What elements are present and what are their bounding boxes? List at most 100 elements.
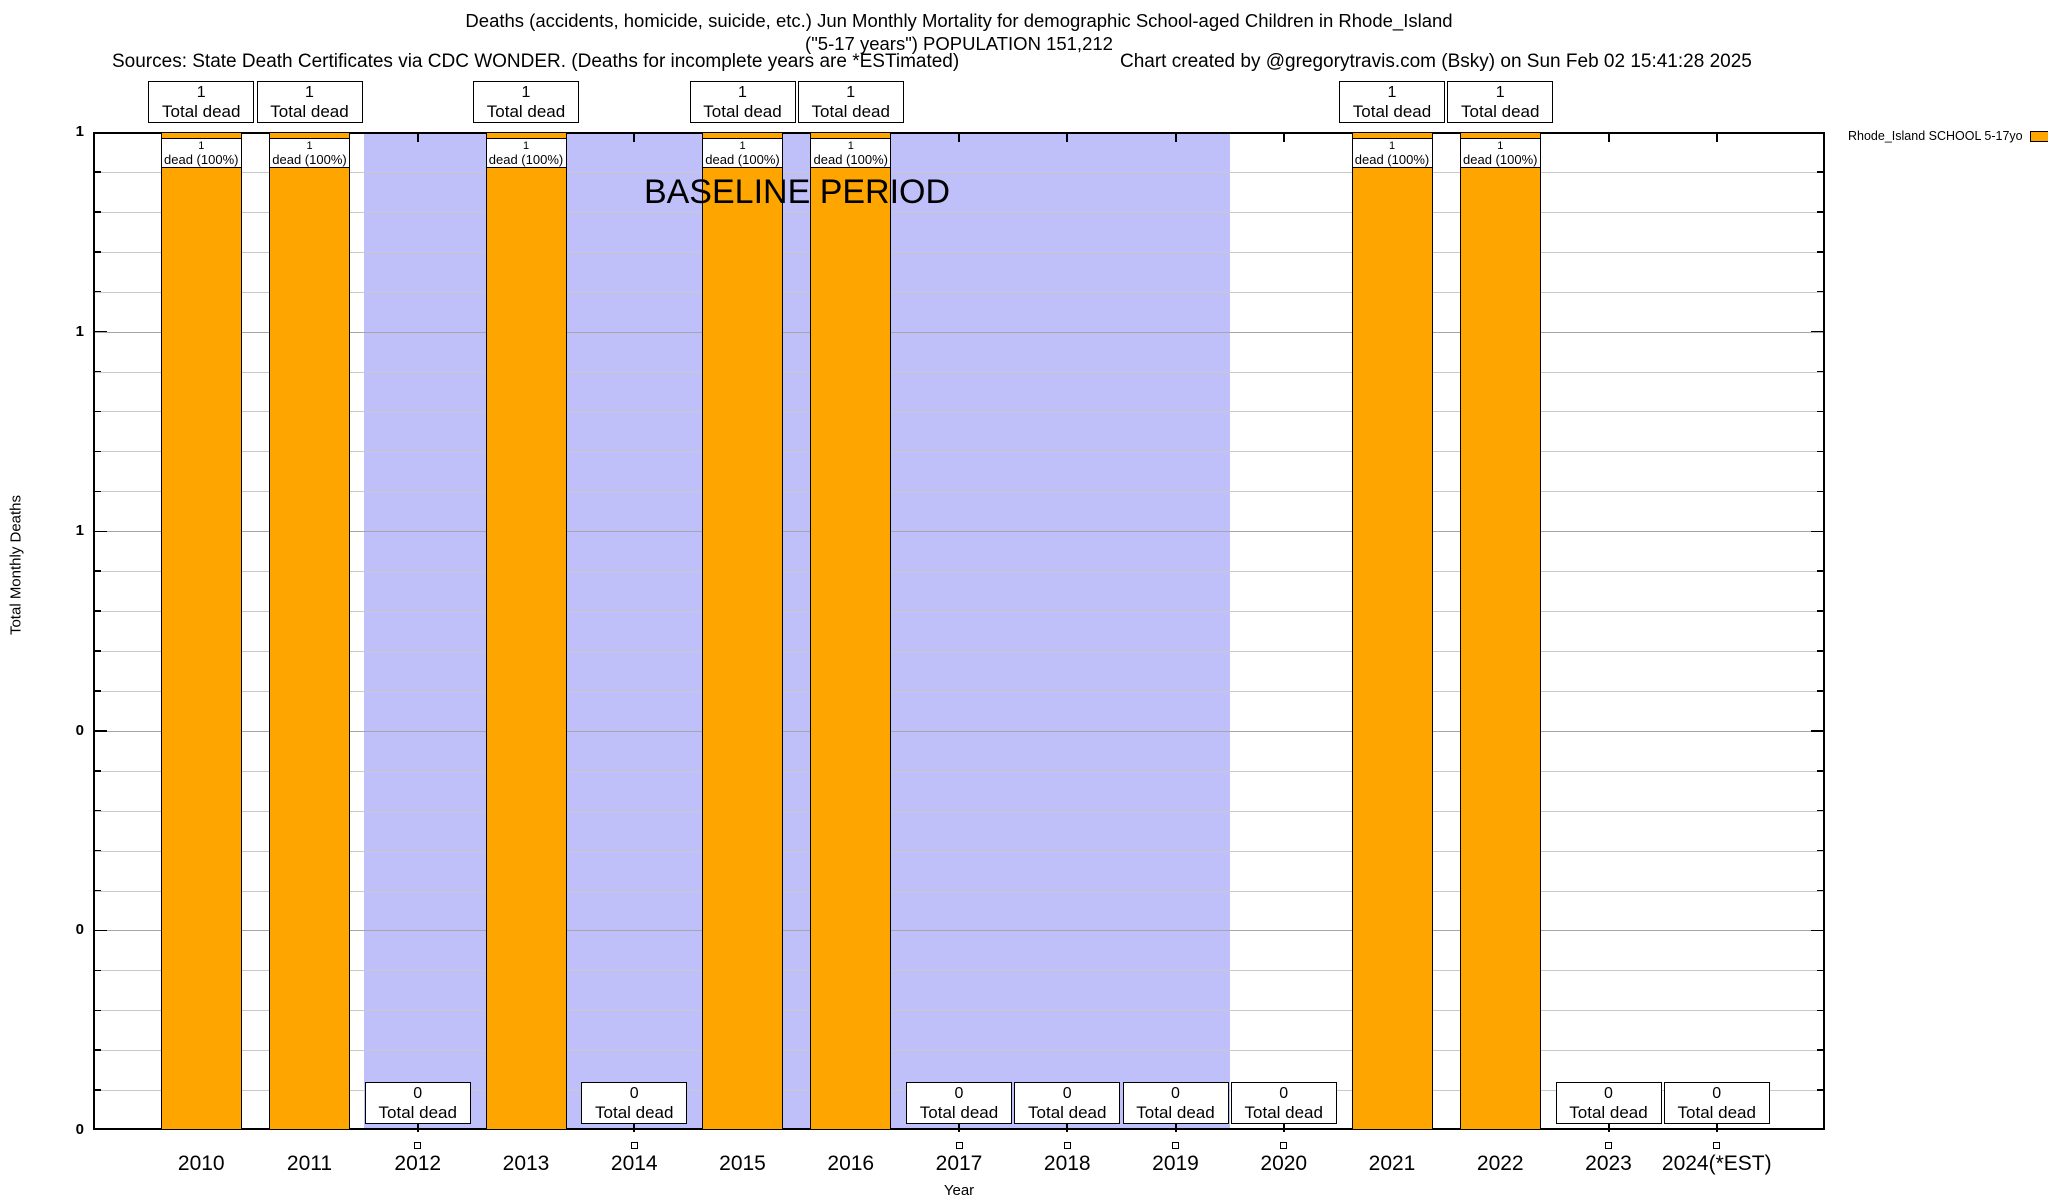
- y-tick: [1817, 410, 1823, 413]
- chart-subtitle: ("5-17 years") POPULATION 151,212: [805, 33, 1113, 54]
- gridline-major: [95, 930, 1823, 932]
- box-value: 1: [846, 84, 856, 101]
- box-value: 1: [305, 84, 314, 101]
- y-tick: [1817, 290, 1823, 293]
- y-tick: [95, 849, 101, 852]
- y-tick: [95, 730, 107, 732]
- total-dead-box-2016: 1 Total dead: [797, 81, 904, 123]
- y-tick: [95, 290, 101, 293]
- x-tick-label-2015: 2015: [719, 1152, 766, 1175]
- y-tick: [1817, 1049, 1823, 1051]
- y-tick: [1811, 929, 1823, 932]
- y-tick: [95, 370, 101, 373]
- box-value: 1: [306, 140, 313, 152]
- total-dead-box-2022: 1 Total dead: [1447, 81, 1554, 123]
- box-label: Total dead: [1244, 1103, 1323, 1122]
- gridline-minor: [95, 611, 1823, 612]
- bar-pct-box-2011: 1 dead (100%): [269, 138, 350, 168]
- gridline-major: [95, 730, 1823, 732]
- box-label: dead (100%): [488, 152, 564, 167]
- y-tick-label: 0: [75, 1121, 84, 1138]
- bar-2022: [1459, 132, 1541, 1130]
- zero-marker-2019: [1172, 1142, 1179, 1149]
- gridline-minor: [95, 1050, 1823, 1052]
- x-axis-title: Year: [943, 1182, 975, 1199]
- gridline-minor: [95, 251, 1823, 253]
- total-dead-box-2010: 1 Total dead: [148, 81, 255, 123]
- gridline-minor: [95, 451, 1823, 453]
- y-tick: [1817, 809, 1823, 812]
- zero-dead-box-2023: 0 Total dead: [1555, 1082, 1662, 1124]
- box-value: 0: [954, 1085, 964, 1102]
- y-tick: [95, 969, 101, 972]
- box-label: Total dead: [486, 102, 566, 121]
- gridline-minor: [95, 810, 1823, 812]
- x-tick: [1066, 134, 1069, 142]
- box-value: 0: [1279, 1085, 1289, 1102]
- bar-pct-box-2021: 1 dead (100%): [1351, 138, 1433, 168]
- y-tick-label: 0: [75, 921, 84, 939]
- gridline-minor: [95, 770, 1823, 772]
- y-tick: [95, 889, 101, 892]
- box-label: dead (100%): [164, 152, 239, 167]
- y-tick: [95, 570, 101, 572]
- y-tick: [95, 809, 101, 812]
- gridline-minor: [95, 211, 1823, 213]
- box-label: Total dead: [1569, 1103, 1648, 1122]
- box-label: Total dead: [919, 1103, 999, 1122]
- box-value: 1: [738, 84, 747, 101]
- gridline-minor: [95, 491, 1823, 493]
- x-tick-label-2012: 2012: [394, 1152, 442, 1175]
- y-tick: [1811, 530, 1823, 532]
- x-tick-label-2018: 2018: [1043, 1152, 1091, 1175]
- y-tick-label: 1: [75, 522, 84, 540]
- gridline-minor: [95, 571, 1823, 573]
- x-tick: [1282, 134, 1285, 142]
- zero-marker-2017: [955, 1142, 963, 1149]
- gridline-major: [95, 531, 1823, 533]
- gridline-minor: [95, 651, 1823, 652]
- box-label: dead (100%): [813, 152, 888, 167]
- box-value: 1: [198, 140, 205, 152]
- gridline-minor: [95, 171, 1823, 173]
- box-label: dead (100%): [1354, 152, 1430, 167]
- x-tick: [958, 134, 960, 142]
- y-tick: [1817, 490, 1823, 492]
- x-tick: [1607, 134, 1610, 142]
- box-label: Total dead: [270, 102, 349, 121]
- y-tick: [1817, 211, 1823, 213]
- y-tick: [1817, 650, 1823, 652]
- y-tick: [95, 610, 101, 612]
- x-tick-label-2014: 2014: [610, 1152, 658, 1175]
- x-tick-label-2016: 2016: [827, 1152, 875, 1175]
- zero-box-stem-2012: [416, 1124, 419, 1132]
- y-tick: [1817, 610, 1823, 612]
- zero-dead-box-2014: 0 Total dead: [581, 1082, 688, 1124]
- chart-title: Deaths (accidents, homicide, suicide, et…: [465, 10, 1453, 31]
- box-value: 0: [413, 1085, 423, 1102]
- y-tick: [95, 410, 101, 413]
- zero-marker-2020: [1280, 1142, 1288, 1149]
- gridline-minor: [95, 371, 1823, 373]
- y-tick-label: 1: [75, 123, 84, 140]
- box-value: 0: [1062, 1085, 1072, 1102]
- box-value: 0: [1171, 1085, 1180, 1102]
- y-tick: [95, 690, 101, 692]
- y-tick: [95, 1089, 101, 1091]
- y-axis-title: Total Monthly Deaths: [7, 494, 25, 636]
- gridline-minor: [95, 291, 1823, 293]
- total-dead-box-2021: 1 Total dead: [1339, 81, 1445, 123]
- bar-pct-box-2013: 1 dead (100%): [485, 138, 567, 168]
- bar-2013: [485, 132, 567, 1130]
- x-tick-label-2021: 2021: [1368, 1152, 1416, 1175]
- x-tick: [633, 134, 636, 142]
- gridline-minor: [95, 690, 1823, 692]
- box-label: Total dead: [811, 102, 890, 121]
- sources-note: Sources: State Death Certificates via CD…: [112, 51, 960, 72]
- y-tick: [95, 211, 101, 213]
- box-value: 0: [1604, 1085, 1613, 1102]
- box-value: 1: [1387, 84, 1397, 101]
- total-dead-box-2013: 1 Total dead: [473, 81, 579, 123]
- y-tick: [95, 929, 107, 932]
